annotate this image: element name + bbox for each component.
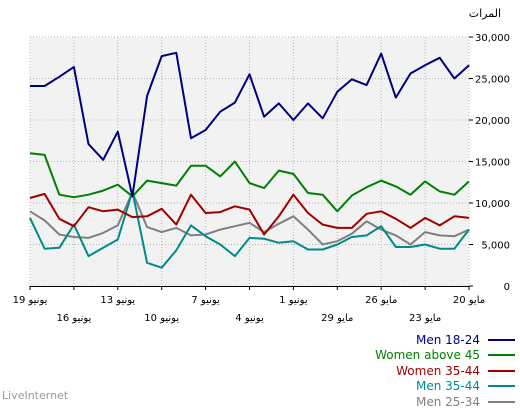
series-line (29, 190, 470, 269)
y-tick-label: 15,000 (475, 158, 510, 169)
x-tick-label: 7 يونيو (191, 295, 220, 306)
legend-label: Men 25-34 (415, 394, 480, 409)
x-tick-label: 19 يونيو (13, 295, 48, 306)
y-tick-label: 30,000 (475, 33, 510, 44)
series-line (29, 191, 470, 246)
legend-item: Men 35-44 (300, 379, 515, 395)
legend-swatch (488, 338, 515, 341)
y-tick-label: 20,000 (475, 116, 510, 127)
legend-swatch (488, 354, 515, 357)
y-axis-title: المرات (469, 7, 501, 20)
x-tick-label: 26 مايو (365, 295, 397, 306)
legend-item: Men 18-24 (300, 332, 515, 348)
x-tick-label: 4 يونيو (235, 313, 264, 324)
series-lines (29, 51, 470, 269)
x-tick-label: 23 مايو (409, 313, 441, 324)
legend-item: Women 35-44 (300, 363, 515, 379)
y-tick-label: 25,000 (475, 75, 510, 86)
y-tick-label: 10,000 (475, 199, 510, 210)
x-tick-label: 13 يونيو (100, 295, 135, 306)
series-line (29, 152, 470, 213)
y-axis: 0 5,000 10,000 15,000 20,000 25,000 30,000 (469, 33, 510, 293)
y-tick-label: 5,000 (481, 241, 510, 252)
legend-item: Women above 45 (300, 348, 515, 364)
series-line (29, 192, 470, 236)
legend-swatch (488, 400, 515, 403)
legend: Men 18-24 Women above 45 Women 35-44 Men… (300, 332, 515, 410)
legend-swatch (488, 369, 515, 372)
x-tick-label: 10 يونيو (144, 313, 179, 324)
x-tick-label: 20 مايو (453, 295, 485, 306)
legend-label: Women 35-44 (396, 363, 480, 378)
brand-logo-text: LiveInternet (2, 389, 69, 402)
x-axis: 20 مايو 26 مايو 1 يونيو 7 يونيو 13 يونيو 19 ي… (13, 286, 485, 324)
legend-label: Women above 45 (375, 348, 480, 363)
legend-swatch (488, 385, 515, 388)
y-tick-label: 0 (504, 282, 510, 293)
legend-label: Men 35-44 (415, 379, 480, 394)
x-tick-label: 1 يونيو (279, 295, 308, 306)
x-tick-label: 29 مايو (321, 313, 353, 324)
x-tick-label: 16 يونيو (56, 313, 91, 324)
legend-label: Men 18-24 (415, 332, 480, 347)
series-line (30, 51, 470, 198)
legend-item: Men 25-34 (300, 394, 515, 410)
